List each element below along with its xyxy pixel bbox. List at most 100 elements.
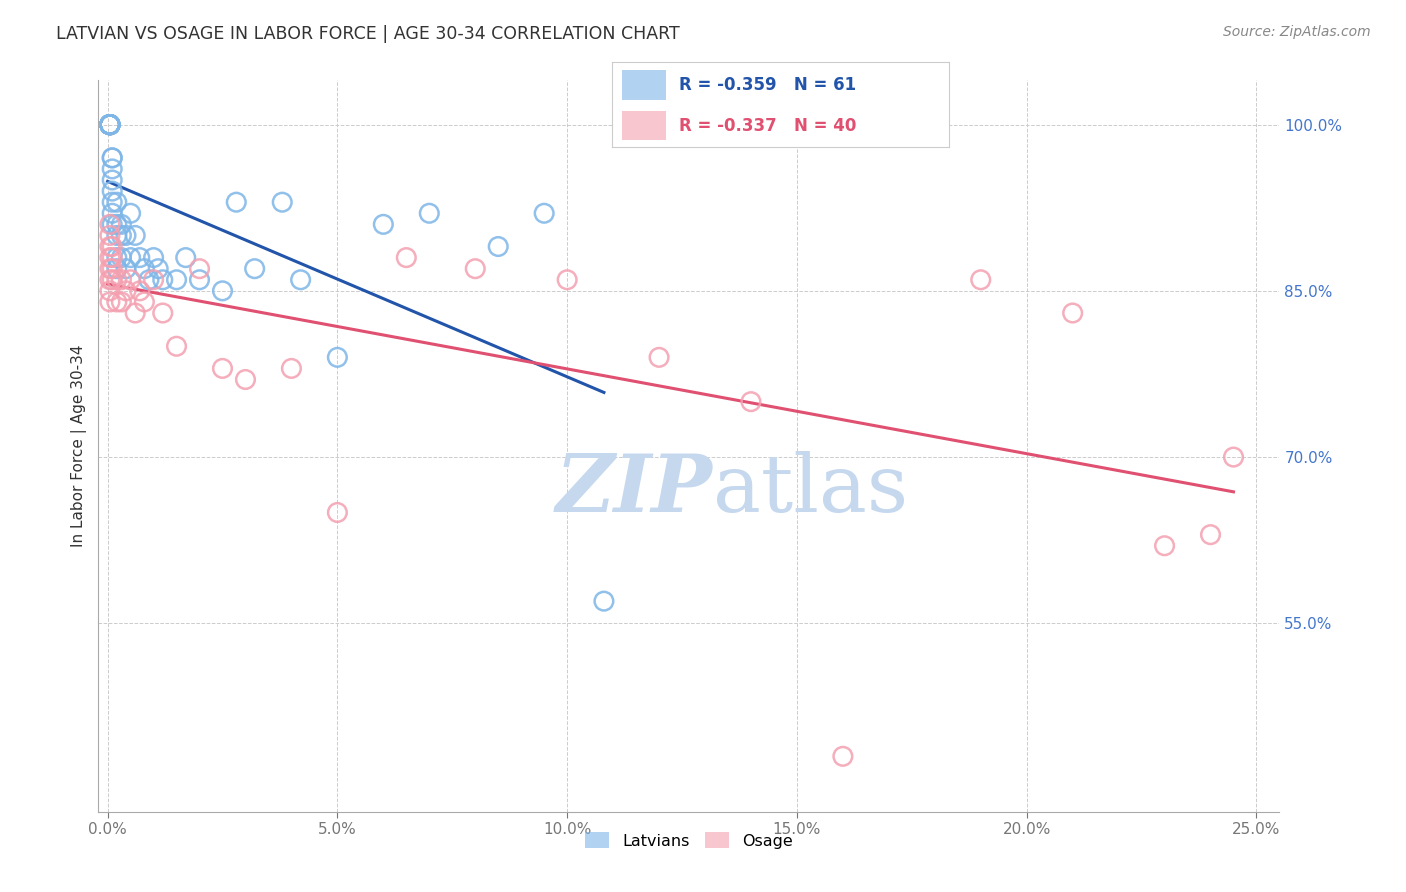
Point bbox=[166, 273, 188, 287]
Point bbox=[98, 118, 121, 132]
Y-axis label: In Labor Force | Age 30-34: In Labor Force | Age 30-34 bbox=[72, 344, 87, 548]
Point bbox=[98, 118, 121, 132]
Point bbox=[280, 361, 302, 376]
Point bbox=[373, 218, 395, 232]
Point bbox=[115, 228, 138, 243]
Point bbox=[98, 118, 121, 132]
Point bbox=[146, 261, 169, 276]
Point bbox=[533, 206, 555, 220]
Point bbox=[98, 118, 121, 132]
Point bbox=[110, 273, 132, 287]
Point bbox=[1153, 539, 1175, 553]
Point bbox=[98, 239, 121, 253]
Point bbox=[120, 251, 142, 265]
Point bbox=[101, 161, 124, 176]
Point bbox=[166, 339, 188, 353]
Point bbox=[326, 506, 349, 520]
Point bbox=[105, 195, 128, 210]
Point bbox=[648, 351, 671, 365]
Text: atlas: atlas bbox=[713, 450, 908, 529]
Point bbox=[115, 261, 138, 276]
Point bbox=[98, 118, 121, 132]
Point bbox=[1199, 527, 1222, 541]
Point bbox=[110, 218, 132, 232]
Point bbox=[101, 151, 124, 165]
Point bbox=[98, 118, 121, 132]
Point bbox=[970, 273, 993, 287]
Point bbox=[134, 294, 156, 309]
Point bbox=[101, 151, 124, 165]
Point bbox=[138, 273, 160, 287]
Point bbox=[124, 228, 146, 243]
Point bbox=[174, 251, 197, 265]
Point bbox=[98, 118, 121, 132]
Point bbox=[134, 261, 156, 276]
Point bbox=[98, 251, 121, 265]
Point bbox=[98, 284, 121, 298]
Point bbox=[152, 273, 174, 287]
Point bbox=[105, 218, 128, 232]
Point bbox=[98, 218, 121, 232]
Point bbox=[101, 195, 124, 210]
Point bbox=[555, 273, 578, 287]
Point bbox=[105, 294, 128, 309]
Point bbox=[101, 173, 124, 187]
Point bbox=[98, 118, 121, 132]
Point bbox=[101, 218, 124, 232]
Point bbox=[243, 261, 266, 276]
Point bbox=[101, 261, 124, 276]
Point bbox=[101, 251, 124, 265]
Text: LATVIAN VS OSAGE IN LABOR FORCE | AGE 30-34 CORRELATION CHART: LATVIAN VS OSAGE IN LABOR FORCE | AGE 30… bbox=[56, 25, 681, 43]
Point bbox=[464, 261, 486, 276]
Point bbox=[418, 206, 440, 220]
Point bbox=[142, 251, 165, 265]
Point bbox=[101, 206, 124, 220]
Point bbox=[1222, 450, 1244, 464]
Point bbox=[101, 273, 124, 287]
Point bbox=[326, 351, 349, 365]
Text: R = -0.359   N = 61: R = -0.359 N = 61 bbox=[679, 76, 856, 94]
Point bbox=[124, 306, 146, 320]
Point bbox=[188, 273, 211, 287]
Point bbox=[128, 284, 150, 298]
Legend: Latvians, Osage: Latvians, Osage bbox=[579, 826, 799, 855]
Point bbox=[110, 251, 132, 265]
Point bbox=[98, 273, 121, 287]
Point bbox=[98, 118, 121, 132]
Point bbox=[142, 273, 165, 287]
Point bbox=[98, 118, 121, 132]
Point bbox=[486, 239, 509, 253]
Point bbox=[1062, 306, 1084, 320]
Point bbox=[831, 749, 853, 764]
Point bbox=[188, 261, 211, 276]
Point bbox=[98, 118, 121, 132]
Point bbox=[115, 284, 138, 298]
Point bbox=[98, 261, 121, 276]
Point bbox=[395, 251, 418, 265]
Point bbox=[98, 118, 121, 132]
Point bbox=[152, 306, 174, 320]
Point bbox=[593, 594, 616, 608]
Text: ZIP: ZIP bbox=[555, 451, 713, 529]
Point bbox=[105, 251, 128, 265]
Point bbox=[110, 228, 132, 243]
Point bbox=[110, 294, 132, 309]
Point bbox=[740, 394, 762, 409]
Point bbox=[290, 273, 312, 287]
Point bbox=[98, 118, 121, 132]
Point bbox=[98, 118, 121, 132]
Point bbox=[98, 118, 121, 132]
Point bbox=[105, 261, 128, 276]
Point bbox=[98, 118, 121, 132]
Point bbox=[98, 118, 121, 132]
Point bbox=[101, 239, 124, 253]
Point bbox=[98, 294, 121, 309]
Point bbox=[128, 251, 150, 265]
Point bbox=[211, 284, 233, 298]
Point bbox=[98, 118, 121, 132]
Point bbox=[98, 228, 121, 243]
Point bbox=[105, 228, 128, 243]
Point bbox=[211, 361, 233, 376]
Point bbox=[271, 195, 294, 210]
Text: Source: ZipAtlas.com: Source: ZipAtlas.com bbox=[1223, 25, 1371, 39]
